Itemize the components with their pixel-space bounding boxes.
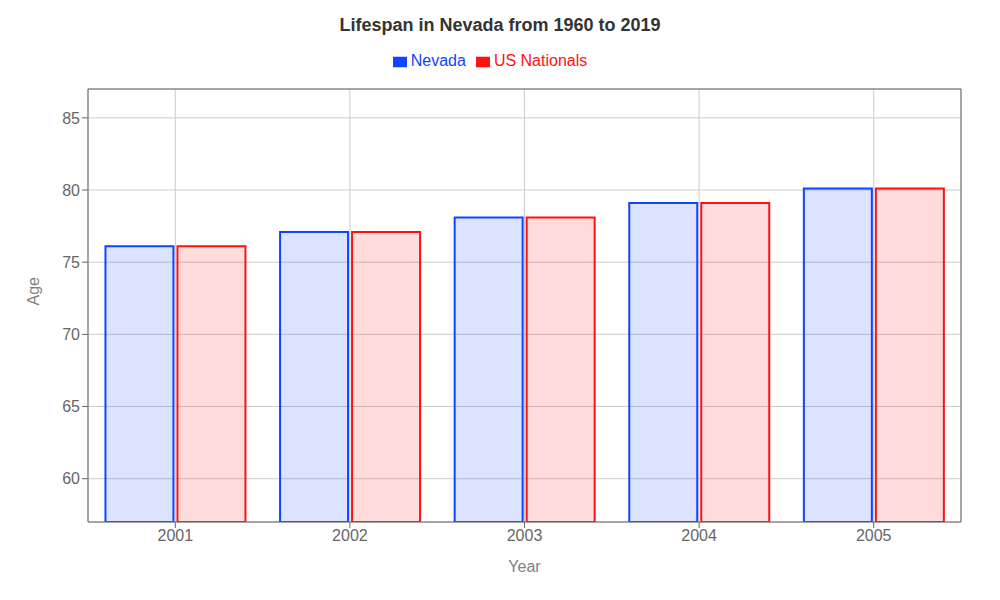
svg-text:Age: Age	[25, 277, 42, 306]
svg-text:75: 75	[62, 254, 80, 271]
html-text:US Nationals: US Nationals	[493, 52, 588, 69]
svg-text:60: 60	[62, 470, 80, 487]
svg-text:2001: 2001	[158, 527, 194, 544]
svg-text:Year: Year	[508, 558, 541, 575]
svg-text:85: 85	[62, 110, 80, 127]
svg-text:65: 65	[62, 398, 80, 415]
svg-text:80: 80	[62, 182, 80, 199]
html-text:Nevada: Nevada	[410, 52, 466, 69]
svg-text:70: 70	[62, 326, 80, 343]
svg-text:2005: 2005	[856, 527, 892, 544]
html-text:Lifespan in Nevada from 1960 t: Lifespan in Nevada from 1960 to 2019	[339, 15, 661, 35]
svg-text:2004: 2004	[681, 527, 717, 544]
svg-text:2003: 2003	[507, 527, 543, 544]
svg-text:2002: 2002	[332, 527, 368, 544]
